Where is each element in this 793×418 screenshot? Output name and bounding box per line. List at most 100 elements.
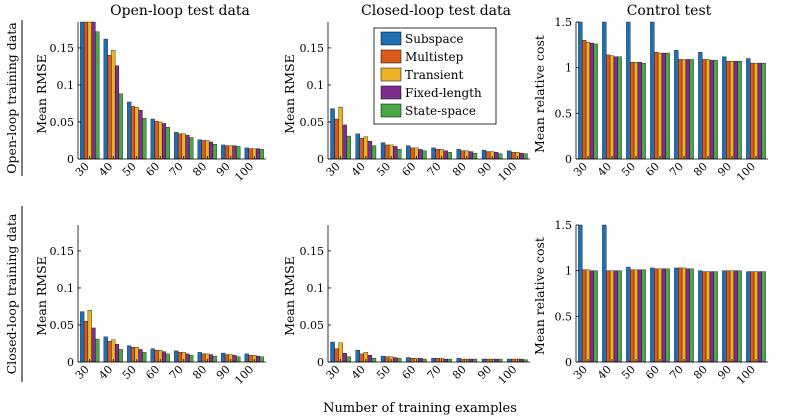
y-tick-label: 1	[565, 62, 572, 75]
bar-state-space-80	[472, 152, 478, 160]
y-axis-label: Mean RMSE	[282, 256, 297, 336]
bar-subspace-70	[174, 132, 179, 160]
x-tick-label: 30	[324, 160, 343, 179]
bar-multistep-40	[606, 54, 611, 160]
y-axis-label: Mean relative cost	[532, 237, 547, 355]
bar-multistep-60	[154, 121, 159, 160]
bar-transient-40	[609, 55, 615, 160]
x-tick-label: 70	[667, 160, 686, 179]
y-axis-label: Mean RMSE	[282, 54, 297, 134]
bar-subspace-70	[674, 50, 679, 160]
bar-state-space-60	[165, 126, 170, 160]
x-tick-label: 100	[232, 160, 256, 184]
x-tick-label: 60	[399, 363, 418, 382]
bar-transient-100	[753, 62, 759, 160]
bar-state-space-30	[95, 338, 100, 363]
bar-multistep-40	[606, 270, 611, 363]
bar-transient-100	[753, 271, 759, 363]
bar-fixed-length-100	[757, 271, 762, 363]
bar-transient-50	[134, 106, 139, 160]
bar-subspace-50	[626, 266, 631, 363]
bar-multistep-30	[582, 40, 587, 160]
bar-subspace-90	[722, 270, 727, 363]
bar-state-space-40	[617, 56, 622, 160]
bar-multistep-50	[130, 106, 136, 160]
bar-subspace-80	[197, 352, 202, 363]
bar-transient-30	[87, 309, 92, 363]
bar-subspace-30	[80, 21, 85, 160]
x-tick-label: 90	[715, 160, 734, 179]
bar-multistep-70	[177, 133, 183, 160]
x-tick-label: 70	[167, 363, 186, 382]
x-tick-label: 30	[73, 160, 92, 179]
bar-state-space-80	[472, 358, 478, 363]
bar-state-space-50	[641, 62, 646, 160]
bar-state-space-60	[165, 353, 170, 363]
bar-subspace-80	[698, 270, 703, 363]
bar-subspace-60	[650, 21, 655, 160]
bar-subspace-40	[602, 224, 607, 363]
plot-closed-train-open-test: Mean RMSE 0 0.05 0.1 0.15 30 40 50 60 70 80 90 100	[34, 225, 266, 387]
bar-multistep-40	[359, 138, 365, 160]
x-tick-label: 90	[214, 160, 233, 179]
x-tick-label: 80	[450, 363, 469, 382]
bar-fixed-length-60	[661, 52, 666, 160]
bar-fixed-length-90	[493, 152, 499, 160]
y-tick-label: 0.1	[57, 282, 75, 295]
y-tick-label: 1	[565, 265, 572, 278]
row-label-open-loop-training: Open-loop training data	[4, 22, 19, 174]
y-tick-label: 0	[565, 356, 572, 369]
plot-area	[328, 225, 530, 362]
bar-fixed-length-100	[757, 62, 762, 160]
bar-fixed-length-90	[733, 270, 738, 363]
bar-multistep-80	[201, 353, 206, 363]
x-tick-label: 50	[374, 160, 393, 179]
bar-fixed-length-40	[367, 141, 373, 160]
bar-state-space-90	[737, 61, 742, 160]
bar-multistep-90	[726, 61, 731, 160]
bar-multistep-90	[224, 354, 230, 363]
legend-label-subspace: Subspace	[405, 32, 463, 46]
x-tick-label: 70	[425, 363, 444, 382]
bar-subspace-50	[380, 142, 386, 160]
x-tick-label: 70	[667, 363, 686, 382]
bar-subspace-60	[406, 145, 411, 160]
bar-fixed-length-30	[589, 42, 594, 160]
bar-state-space-30	[593, 43, 598, 160]
bar-subspace-40	[355, 349, 360, 363]
bar-transient-30	[585, 41, 591, 160]
bar-multistep-100	[511, 358, 516, 363]
bar-state-space-100	[259, 149, 264, 160]
bar-state-space-100	[761, 271, 766, 363]
bar-state-space-90	[498, 153, 503, 160]
x-tick-label: 50	[120, 160, 139, 179]
bar-fixed-length-60	[418, 149, 423, 160]
bar-multistep-70	[435, 358, 440, 363]
bar-state-space-30	[593, 270, 598, 363]
bar-state-space-70	[189, 355, 194, 363]
plot-area	[78, 225, 266, 362]
bar-state-space-80	[212, 144, 217, 160]
bar-subspace-100	[507, 358, 512, 363]
bar-state-space-60	[422, 358, 427, 363]
bar-multistep-90	[485, 358, 491, 363]
bar-fixed-length-50	[138, 109, 143, 160]
bar-subspace-80	[197, 139, 202, 160]
bar-fixed-length-70	[185, 135, 190, 160]
bar-fixed-length-40	[613, 56, 618, 160]
y-tick-label: 1.5	[555, 16, 573, 29]
bar-multistep-30	[334, 348, 339, 363]
bar-subspace-100	[507, 150, 512, 160]
bar-fixed-length-40	[367, 355, 373, 363]
bar-subspace-90	[221, 144, 226, 160]
bar-subspace-70	[431, 147, 436, 160]
bar-subspace-40	[103, 38, 108, 160]
bar-fixed-length-30	[91, 327, 96, 363]
bar-subspace-60	[150, 118, 155, 160]
y-tick-label: 0	[565, 153, 572, 166]
bar-subspace-40	[103, 336, 108, 363]
bar-multistep-60	[410, 147, 415, 160]
bar-fixed-length-60	[418, 358, 423, 363]
bar-transient-50	[633, 269, 639, 363]
